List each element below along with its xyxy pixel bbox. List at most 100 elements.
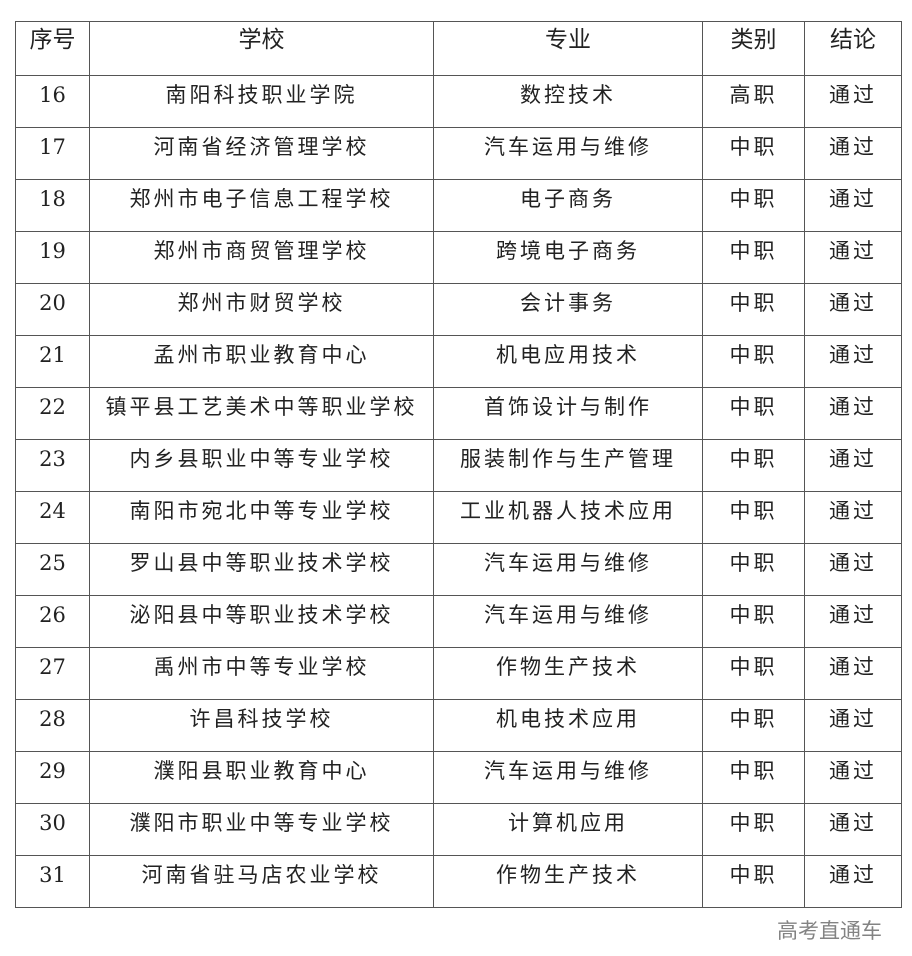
cell-category: 中职 (702, 595, 805, 648)
cell-conclusion: 通过 (804, 335, 902, 388)
cell-school: 南阳市宛北中等专业学校 (89, 491, 434, 544)
cell-category: 中职 (702, 803, 805, 856)
cell-major: 计算机应用 (433, 803, 703, 856)
cell-major: 机电技术应用 (433, 699, 703, 752)
cell-category: 中职 (702, 699, 805, 752)
header-conclusion: 结论 (804, 21, 902, 76)
cell-major: 会计事务 (433, 283, 703, 336)
cell-school: 罗山县中等职业技术学校 (89, 543, 434, 596)
cell-category: 中职 (702, 491, 805, 544)
cell-conclusion: 通过 (804, 595, 902, 648)
cell-category: 中职 (702, 647, 805, 700)
cell-seq: 28 (15, 699, 90, 752)
cell-seq: 29 (15, 751, 90, 804)
cell-category: 中职 (702, 439, 805, 492)
cell-seq: 20 (15, 283, 90, 336)
cell-category: 中职 (702, 231, 805, 284)
cell-seq: 31 (15, 855, 90, 908)
cell-seq: 24 (15, 491, 90, 544)
cell-seq: 19 (15, 231, 90, 284)
cell-major: 汽车运用与维修 (433, 543, 703, 596)
cell-school: 郑州市财贸学校 (89, 283, 434, 336)
cell-conclusion: 通过 (804, 855, 902, 908)
table-row: 26 泌阳县中等职业技术学校 汽车运用与维修 中职 通过 (15, 595, 902, 648)
cell-school: 濮阳市职业中等专业学校 (89, 803, 434, 856)
cell-school: 镇平县工艺美术中等职业学校 (89, 387, 434, 440)
cell-seq: 22 (15, 387, 90, 440)
cell-seq: 23 (15, 439, 90, 492)
cell-school: 郑州市电子信息工程学校 (89, 179, 434, 232)
cell-conclusion: 通过 (804, 387, 902, 440)
cell-school: 南阳科技职业学院 (89, 75, 434, 128)
cell-major: 汽车运用与维修 (433, 751, 703, 804)
cell-major: 电子商务 (433, 179, 703, 232)
cell-major: 工业机器人技术应用 (433, 491, 703, 544)
cell-school: 河南省驻马店农业学校 (89, 855, 434, 908)
cell-school: 河南省经济管理学校 (89, 127, 434, 180)
table-row: 27 禹州市中等专业学校 作物生产技术 中职 通过 (15, 647, 902, 700)
cell-seq: 21 (15, 335, 90, 388)
cell-school: 泌阳县中等职业技术学校 (89, 595, 434, 648)
cell-conclusion: 通过 (804, 231, 902, 284)
cell-major: 汽车运用与维修 (433, 127, 703, 180)
cell-conclusion: 通过 (804, 543, 902, 596)
cell-major: 机电应用技术 (433, 335, 703, 388)
cell-conclusion: 通过 (804, 803, 902, 856)
table-row: 21 孟州市职业教育中心 机电应用技术 中职 通过 (15, 335, 902, 388)
table-row: 17 河南省经济管理学校 汽车运用与维修 中职 通过 (15, 127, 902, 180)
table-row: 24 南阳市宛北中等专业学校 工业机器人技术应用 中职 通过 (15, 491, 902, 544)
table-row: 25 罗山县中等职业技术学校 汽车运用与维修 中职 通过 (15, 543, 902, 596)
table-row: 30 濮阳市职业中等专业学校 计算机应用 中职 通过 (15, 803, 902, 856)
cell-seq: 16 (15, 75, 90, 128)
cell-seq: 30 (15, 803, 90, 856)
results-table: 序号 学校 专业 类别 结论 16 南阳科技职业学院 数控技术 高职 通过 17 河南省经济管理学校… (15, 21, 902, 908)
cell-major: 数控技术 (433, 75, 703, 128)
cell-school: 孟州市职业教育中心 (89, 335, 434, 388)
cell-school: 内乡县职业中等专业学校 (89, 439, 434, 492)
cell-seq: 25 (15, 543, 90, 596)
cell-seq: 27 (15, 647, 90, 700)
header-seq: 序号 (15, 21, 90, 76)
cell-major: 跨境电子商务 (433, 231, 703, 284)
header-row: 序号 学校 专业 类别 结论 (15, 21, 902, 76)
cell-seq: 18 (15, 179, 90, 232)
cell-conclusion: 通过 (804, 491, 902, 544)
cell-category: 中职 (702, 543, 805, 596)
table-row: 20 郑州市财贸学校 会计事务 中职 通过 (15, 283, 902, 336)
cell-conclusion: 通过 (804, 439, 902, 492)
table-row: 29 濮阳县职业教育中心 汽车运用与维修 中职 通过 (15, 751, 902, 804)
table-row: 31 河南省驻马店农业学校 作物生产技术 中职 通过 (15, 855, 902, 908)
cell-seq: 17 (15, 127, 90, 180)
cell-major: 作物生产技术 (433, 855, 703, 908)
cell-conclusion: 通过 (804, 699, 902, 752)
cell-conclusion: 通过 (804, 751, 902, 804)
cell-school: 许昌科技学校 (89, 699, 434, 752)
table-row: 18 郑州市电子信息工程学校 电子商务 中职 通过 (15, 179, 902, 232)
cell-conclusion: 通过 (804, 283, 902, 336)
cell-seq: 26 (15, 595, 90, 648)
cell-conclusion: 通过 (804, 75, 902, 128)
header-category: 类别 (702, 21, 805, 76)
table-row: 28 许昌科技学校 机电技术应用 中职 通过 (15, 699, 902, 752)
header-school: 学校 (89, 21, 434, 76)
table-row: 23 内乡县职业中等专业学校 服装制作与生产管理 中职 通过 (15, 439, 902, 492)
cell-category: 中职 (702, 387, 805, 440)
table-row: 22 镇平县工艺美术中等职业学校 首饰设计与制作 中职 通过 (15, 387, 902, 440)
cell-conclusion: 通过 (804, 179, 902, 232)
cell-major: 服装制作与生产管理 (433, 439, 703, 492)
table-row: 19 郑州市商贸管理学校 跨境电子商务 中职 通过 (15, 231, 902, 284)
cell-school: 濮阳县职业教育中心 (89, 751, 434, 804)
cell-category: 中职 (702, 751, 805, 804)
cell-major: 作物生产技术 (433, 647, 703, 700)
table-row: 16 南阳科技职业学院 数控技术 高职 通过 (15, 75, 902, 128)
cell-category: 中职 (702, 127, 805, 180)
cell-major: 汽车运用与维修 (433, 595, 703, 648)
header-major: 专业 (433, 21, 703, 76)
cell-conclusion: 通过 (804, 647, 902, 700)
cell-category: 中职 (702, 283, 805, 336)
cell-category: 高职 (702, 75, 805, 128)
cell-school: 郑州市商贸管理学校 (89, 231, 434, 284)
cell-category: 中职 (702, 855, 805, 908)
watermark: 高考直通车 (777, 919, 882, 943)
cell-category: 中职 (702, 179, 805, 232)
